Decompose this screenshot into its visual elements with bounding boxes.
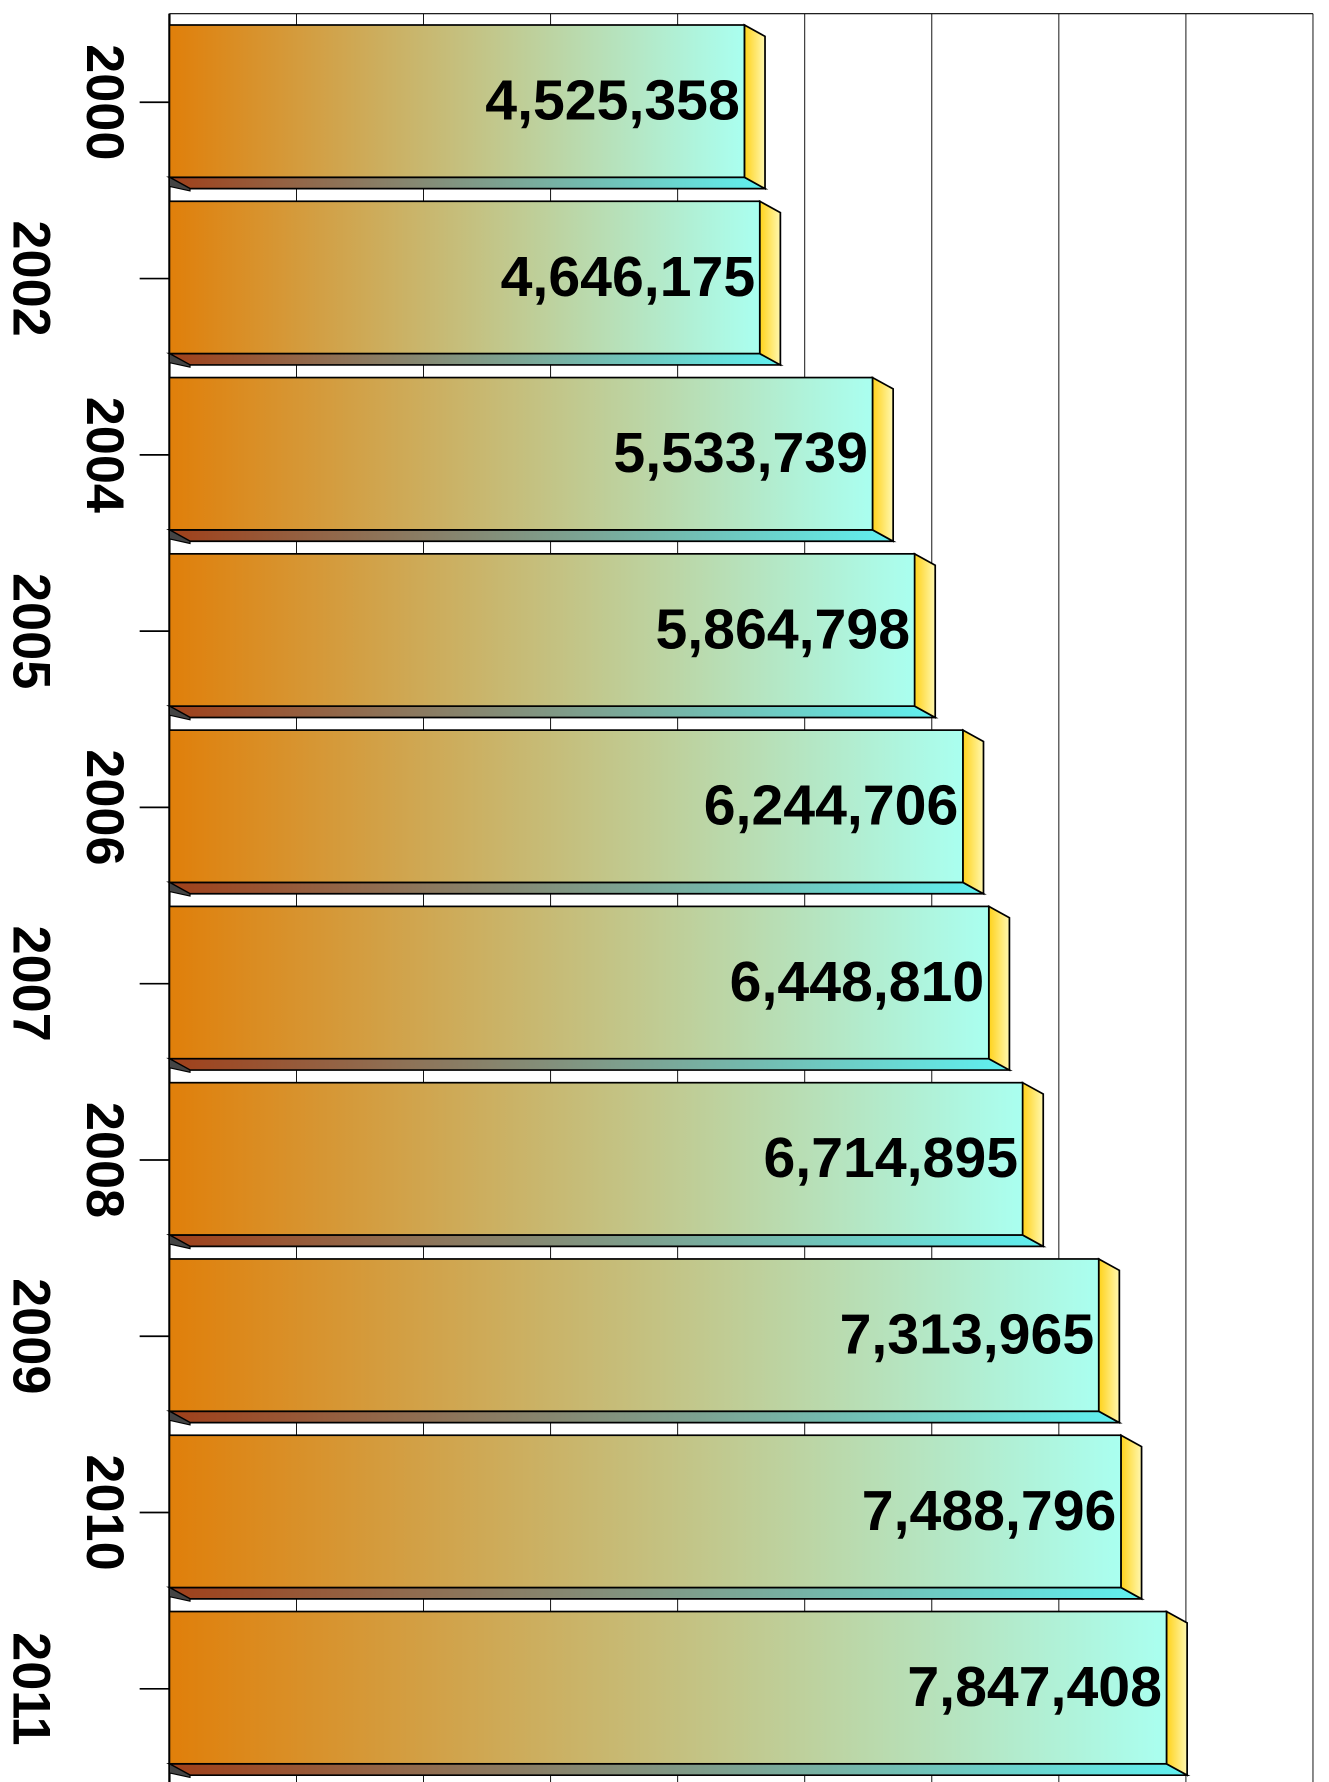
bar: [168, 729, 964, 884]
bar: [168, 1610, 1168, 1765]
bar: [168, 905, 990, 1060]
bar-left-edge: [168, 528, 191, 545]
bar-side: [1021, 1081, 1045, 1248]
bar: [168, 1258, 1100, 1413]
bar-left-edge: [168, 1762, 191, 1779]
bar-left-edge: [168, 705, 191, 721]
y-tick-label: 2006: [75, 749, 133, 865]
y-tick-label: 2005: [2, 573, 60, 689]
bar-bottom: [166, 1057, 1013, 1071]
bar-side: [871, 376, 895, 543]
value-label: 6,244,706: [704, 774, 959, 838]
bar-bottom: [166, 1762, 1191, 1777]
value-label: 5,864,798: [655, 598, 910, 662]
bar-bottom: [166, 528, 897, 543]
bar-side: [1120, 1433, 1143, 1601]
bar-left-edge: [168, 1586, 191, 1602]
bar-left-edge: [168, 1410, 191, 1426]
y-tick-label: 2008: [75, 1102, 133, 1218]
value-label: 7,847,408: [907, 1655, 1162, 1719]
y-tick-label: 2010: [75, 1454, 133, 1570]
value-label: 7,488,796: [862, 1479, 1117, 1543]
y-tick-label: 2004: [75, 397, 133, 513]
bar: [168, 24, 746, 179]
y-tick-label: 2009: [2, 1278, 60, 1394]
bar-side: [962, 728, 985, 896]
bar: [168, 552, 916, 707]
bar: [168, 200, 761, 355]
y-tick-label: 2011: [2, 1632, 60, 1745]
bar-left-edge: [168, 1234, 191, 1250]
bar-left-edge: [168, 352, 191, 368]
bar-left-edge: [168, 176, 191, 192]
y-tick-label: 2002: [2, 220, 60, 336]
bar-bottom: [166, 1586, 1145, 1600]
bar-left-edge: [168, 881, 191, 897]
bar-bottom: [166, 352, 784, 366]
value-label: 6,448,810: [730, 950, 985, 1014]
bar: [168, 1081, 1024, 1236]
bar-side: [743, 23, 766, 191]
bar-bottom: [166, 881, 987, 895]
bar-bottom: [166, 1234, 1047, 1248]
bar: [168, 1434, 1122, 1589]
bar-bottom: [166, 176, 769, 190]
bar-side: [1097, 1257, 1121, 1425]
bar-left-edge: [168, 1057, 191, 1074]
value-label: 6,714,895: [763, 1126, 1018, 1190]
bar: [168, 376, 874, 531]
y-tick-label: 2007: [2, 926, 60, 1042]
bar-bottom: [166, 705, 939, 719]
y-tick-label: 2000: [75, 44, 133, 160]
bar-side: [987, 904, 1011, 1072]
bar-side: [913, 552, 937, 719]
bar-side: [1165, 1610, 1188, 1777]
value-label: 5,533,739: [613, 421, 868, 485]
value-label: 4,525,358: [485, 69, 740, 133]
bar-bottom: [166, 1410, 1123, 1424]
value-label: 7,313,965: [840, 1303, 1095, 1367]
bar-side: [758, 199, 782, 367]
value-label: 4,646,175: [501, 245, 756, 309]
